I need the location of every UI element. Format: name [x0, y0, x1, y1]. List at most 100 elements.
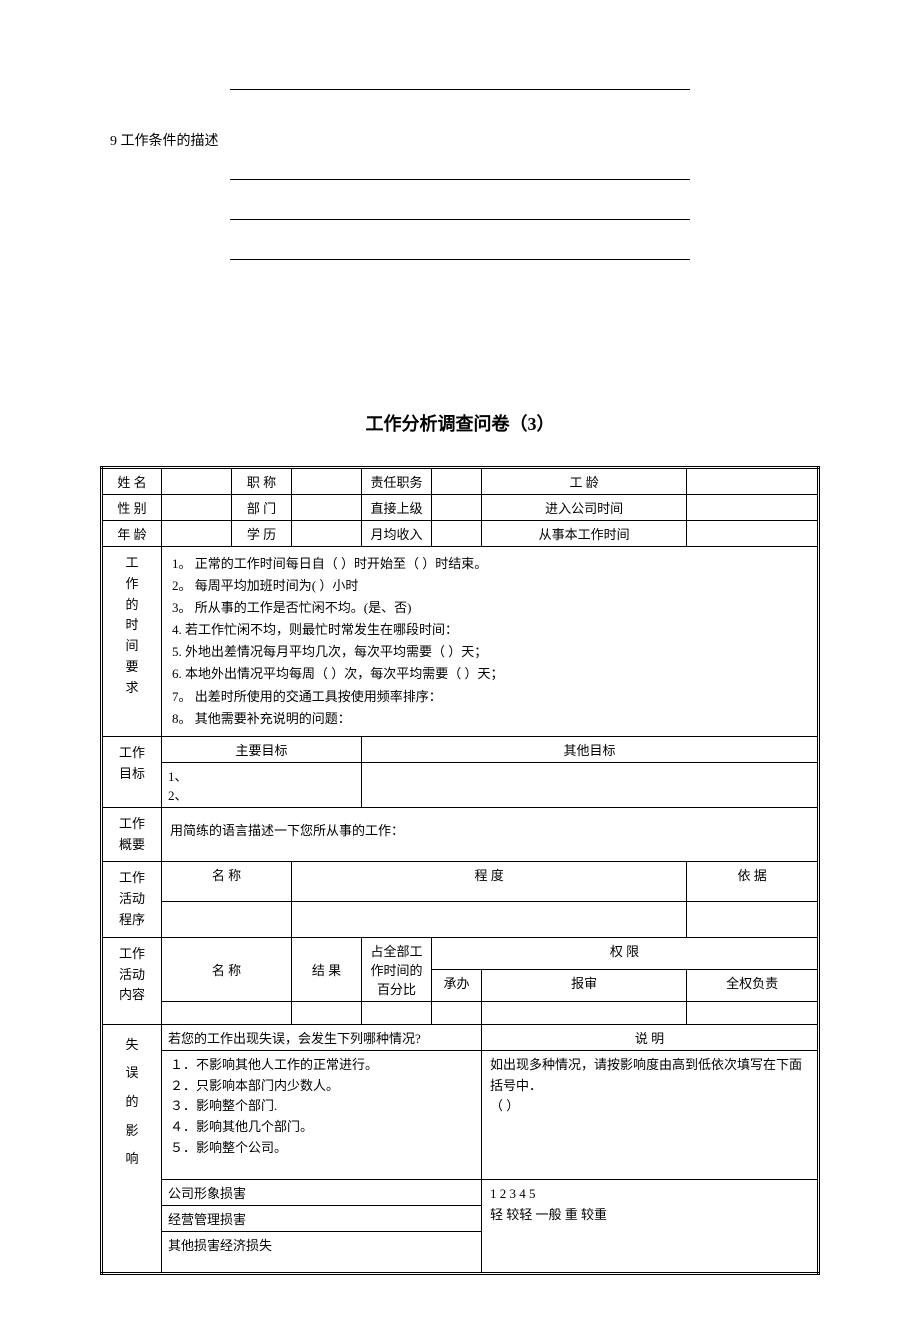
- damage-row-1: 公司形象损害 1 2 3 4 5 轻 较轻 一般 重 较重: [102, 1179, 819, 1205]
- content-result-header: 结 果: [292, 937, 362, 1001]
- other-goal-header: 其他目标: [362, 736, 819, 762]
- activity-content-label: 工作活动内容: [102, 937, 162, 1024]
- goals-label: 工作目标: [102, 736, 162, 807]
- overview-content[interactable]: 用简练的语言描述一下您所从事的工作：: [162, 807, 819, 862]
- goals-header-row: 工作目标 主要目标 其他目标: [102, 736, 819, 762]
- scale-numbers: 1 2 3 4 5: [490, 1184, 809, 1205]
- error-option-1: １．不影响其他人工作的正常进行。: [170, 1055, 473, 1076]
- section-9-label: 9 工作条件的描述: [110, 130, 820, 150]
- proc-basis-value[interactable]: [687, 902, 819, 937]
- activity-content-value-row: [102, 1001, 819, 1024]
- time-req-content[interactable]: 1。 正常的工作时间每日自（ ）时开始至（ ）时结束。 2。 每周平均加班时间为…: [162, 547, 819, 737]
- full-auth-value[interactable]: [687, 1001, 819, 1024]
- other-goal-content[interactable]: [362, 762, 819, 807]
- work-duration-value[interactable]: [687, 521, 819, 547]
- gender-label: 性 别: [102, 495, 162, 521]
- seniority-label: 工 龄: [482, 468, 687, 495]
- damage-management: 经营管理损害: [162, 1205, 482, 1231]
- seniority-value[interactable]: [687, 468, 819, 495]
- basic-info-row-1: 姓 名 职 称 责任职务 工 龄: [102, 468, 819, 495]
- scale-cell[interactable]: 1 2 3 4 5 轻 较轻 一般 重 较重: [482, 1179, 819, 1273]
- goals-content-row: 1、 2、: [102, 762, 819, 807]
- document-title: 工作分析调查问卷（3）: [100, 410, 820, 436]
- gender-value[interactable]: [162, 495, 232, 521]
- time-req-label: 工作的时间要求 工作的时间要求: [102, 547, 162, 737]
- time-req-item-3: 3。 所从事的工作是否忙闲不均。(是、否): [172, 597, 807, 619]
- age-label: 年 龄: [102, 521, 162, 547]
- damage-economic: 其他损害经济损失: [162, 1231, 482, 1273]
- time-req-item-7: 7。 出差时所使用的交通工具按使用频率排序：: [172, 686, 807, 708]
- error-question: 若您的工作出现失误，会发生下列哪种情况?: [162, 1024, 482, 1050]
- edu-value[interactable]: [292, 521, 362, 547]
- error-option-2: ２．只影响本部门内少数人。: [170, 1076, 473, 1097]
- error-impact-header-row: 失误的影响 若您的工作出现失误，会发生下列哪种情况? 说 明: [102, 1024, 819, 1050]
- name-value[interactable]: [162, 468, 232, 495]
- overview-row: 工作概要 用简练的语言描述一下您所从事的工作：: [102, 807, 819, 862]
- proc-degree-header: 程 度: [292, 862, 687, 902]
- duty-value[interactable]: [432, 468, 482, 495]
- time-requirements-row: 工作的时间要求 工作的时间要求 1。 正常的工作时间每日自（ ）时开始至（ ）时…: [102, 547, 819, 737]
- content-result-value[interactable]: [292, 1001, 362, 1024]
- damage-image: 公司形象损害: [162, 1179, 482, 1205]
- main-goal-content[interactable]: 1、 2、: [162, 762, 362, 807]
- content-name-value[interactable]: [162, 1001, 292, 1024]
- error-impact-options-row: １．不影响其他人工作的正常进行。 ２．只影响本部门内少数人。 ３．影响整个部门.…: [102, 1050, 819, 1179]
- activity-proc-label: 工作活动程序: [102, 862, 162, 937]
- activity-content-header-row: 工作活动内容 名 称 结 果 占全部工作时间的百分比 权 限: [102, 937, 819, 969]
- time-req-item-4: 4. 若工作忙闲不均，则最忙时常发生在哪段时间：: [172, 619, 807, 641]
- explain-content[interactable]: 如出现多种情况，请按影响度由高到低依次填写在下面括号中． （ ）: [482, 1050, 819, 1179]
- income-label: 月均收入: [362, 521, 432, 547]
- content-name-header: 名 称: [162, 937, 292, 1001]
- supervisor-value[interactable]: [432, 495, 482, 521]
- error-impact-label: 失误的影响: [102, 1024, 162, 1273]
- work-duration-label: 从事本工作时间: [482, 521, 687, 547]
- name-label: 姓 名: [102, 468, 162, 495]
- title-label: 职 称: [232, 468, 292, 495]
- explain-header: 说 明: [482, 1024, 819, 1050]
- proc-name-value[interactable]: [162, 902, 292, 937]
- error-options[interactable]: １．不影响其他人工作的正常进行。 ２．只影响本部门内少数人。 ３．影响整个部门.…: [162, 1050, 482, 1179]
- questionnaire-table: 姓 名 职 称 责任职务 工 龄 性 别 部 门 直接上级 进入公司时间 年 龄…: [100, 466, 820, 1275]
- report-header: 报审: [482, 969, 687, 1001]
- activity-proc-content-row: [102, 902, 819, 937]
- report-value[interactable]: [482, 1001, 687, 1024]
- duty-label: 责任职务: [362, 468, 432, 495]
- undertake-header: 承办: [432, 969, 482, 1001]
- proc-degree-value[interactable]: [292, 902, 687, 937]
- basic-info-row-3: 年 龄 学 历 月均收入 从事本工作时间: [102, 521, 819, 547]
- time-req-item-1: 1。 正常的工作时间每日自（ ）时开始至（ ）时结束。: [172, 553, 807, 575]
- time-req-item-6: 6. 本地外出情况平均每周（ ）次，每次平均需要（ ）天；: [172, 663, 807, 685]
- join-date-label: 进入公司时间: [482, 495, 687, 521]
- blank-line-2: [230, 200, 690, 220]
- dept-value[interactable]: [292, 495, 362, 521]
- join-date-value[interactable]: [687, 495, 819, 521]
- activity-proc-header-row: 工作活动程序 名 称 程 度 依 据: [102, 862, 819, 902]
- error-option-5: ５．影响整个公司。: [170, 1138, 473, 1159]
- edu-label: 学 历: [232, 521, 292, 547]
- age-value[interactable]: [162, 521, 232, 547]
- time-req-item-2: 2。 每周平均加班时间为( ）小时: [172, 575, 807, 597]
- goal-item-2: 2、: [168, 785, 355, 804]
- undertake-value[interactable]: [432, 1001, 482, 1024]
- title-value[interactable]: [292, 468, 362, 495]
- basic-info-row-2: 性 别 部 门 直接上级 进入公司时间: [102, 495, 819, 521]
- scale-labels: 轻 较轻 一般 重 较重: [490, 1205, 809, 1226]
- blank-line-top: [230, 70, 690, 90]
- full-auth-header: 全权负责: [687, 969, 819, 1001]
- time-req-item-5: 5. 外地出差情况每月平均几次，每次平均需要（ ）天；: [172, 641, 807, 663]
- overview-label: 工作概要: [102, 807, 162, 862]
- income-value[interactable]: [432, 521, 482, 547]
- content-percent-value[interactable]: [362, 1001, 432, 1024]
- dept-label: 部 门: [232, 495, 292, 521]
- proc-basis-header: 依 据: [687, 862, 819, 902]
- content-auth-header: 权 限: [432, 937, 819, 969]
- time-req-item-8: 8。 其他需要补充说明的问题：: [172, 708, 807, 730]
- error-option-4: ４．影响其他几个部门。: [170, 1117, 473, 1138]
- blank-line-3: [230, 240, 690, 260]
- blank-line-1: [230, 160, 690, 180]
- supervisor-label: 直接上级: [362, 495, 432, 521]
- proc-name-header: 名 称: [162, 862, 292, 902]
- error-option-3: ３．影响整个部门.: [170, 1096, 473, 1117]
- goal-item-1: 1、: [168, 766, 355, 785]
- content-percent-header: 占全部工作时间的百分比: [362, 937, 432, 1001]
